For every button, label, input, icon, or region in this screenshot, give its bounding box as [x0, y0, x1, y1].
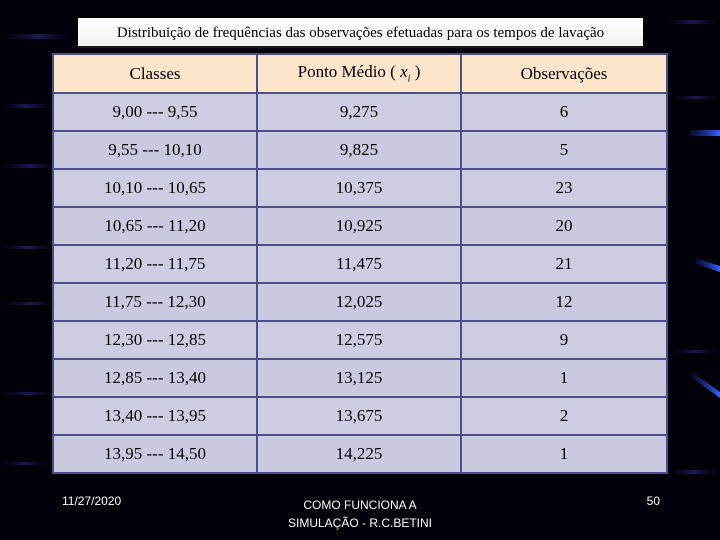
- footer-presentation-title: COMO FUNCIONA A SIMULAÇÃO - R.C.BETINI: [250, 496, 470, 532]
- table-row: 10,10 --- 10,65 10,375 23: [52, 168, 668, 208]
- header-midpoint-suffix: ): [414, 62, 421, 82]
- cell-midpoint: 12,025: [256, 282, 462, 322]
- header-midpoint-prefix: Ponto Médio (: [297, 62, 396, 82]
- cell-observations: 2: [460, 396, 668, 436]
- footer-title-line-1: COMO FUNCIONA A: [303, 498, 417, 512]
- cell-class: 11,75 --- 12,30: [52, 282, 258, 322]
- cell-midpoint: 9,825: [256, 130, 462, 170]
- cell-observations: 21: [460, 244, 668, 284]
- slide-title: Distribuição de frequências das observaç…: [78, 18, 643, 48]
- cell-observations: 23: [460, 168, 668, 208]
- cell-observations: 9: [460, 320, 668, 360]
- cell-class: 11,20 --- 11,75: [52, 244, 258, 284]
- cell-midpoint: 12,575: [256, 320, 462, 360]
- table-header-row: Classes Ponto Médio ( xi ) Observações: [52, 53, 668, 94]
- header-classes: Classes: [52, 53, 258, 94]
- table-row: 9,55 --- 10,10 9,825 5: [52, 130, 668, 170]
- cell-midpoint: 9,275: [256, 92, 462, 132]
- header-midpoint-var: x: [400, 62, 408, 82]
- cell-class: 9,55 --- 10,10: [52, 130, 258, 170]
- cell-midpoint: 11,475: [256, 244, 462, 284]
- cell-observations: 5: [460, 130, 668, 170]
- cell-observations: 12: [460, 282, 668, 322]
- footer-date: 11/27/2020: [62, 494, 122, 508]
- header-midpoint-sub: i: [407, 73, 411, 85]
- header-observations: Observações: [460, 53, 668, 94]
- cell-class: 13,95 --- 14,50: [52, 434, 258, 474]
- cell-class: 10,65 --- 11,20: [52, 206, 258, 246]
- cell-class: 13,40 --- 13,95: [52, 396, 258, 436]
- cell-class: 12,30 --- 12,85: [52, 320, 258, 360]
- cell-observations: 6: [460, 92, 668, 132]
- cell-class: 12,85 --- 13,40: [52, 358, 258, 398]
- cell-midpoint: 10,925: [256, 206, 462, 246]
- cell-midpoint: 14,225: [256, 434, 462, 474]
- cell-midpoint: 10,375: [256, 168, 462, 208]
- frequency-table-container: Classes Ponto Médio ( xi ) Observações 9…: [52, 53, 668, 474]
- cell-class: 9,00 --- 9,55: [52, 92, 258, 132]
- table-row: 12,30 --- 12,85 12,575 9: [52, 320, 668, 360]
- table-row: 9,00 --- 9,55 9,275 6: [52, 92, 668, 132]
- cell-observations: 1: [460, 358, 668, 398]
- footer-title-line-2: SIMULAÇÃO - R.C.BETINI: [287, 516, 433, 530]
- table-row: 11,75 --- 12,30 12,025 12: [52, 282, 668, 322]
- cell-class: 10,10 --- 10,65: [52, 168, 258, 208]
- table-row: 10,65 --- 11,20 10,925 20: [52, 206, 668, 246]
- cell-observations: 20: [460, 206, 668, 246]
- table-row: 13,95 --- 14,50 14,225 1: [52, 434, 668, 474]
- table-row: 11,20 --- 11,75 11,475 21: [52, 244, 668, 284]
- cell-midpoint: 13,675: [256, 396, 462, 436]
- cell-observations: 1: [460, 434, 668, 474]
- table-row: 12,85 --- 13,40 13,125 1: [52, 358, 668, 398]
- cell-midpoint: 13,125: [256, 358, 462, 398]
- frequency-table: Classes Ponto Médio ( xi ) Observações 9…: [52, 53, 668, 474]
- table-row: 13,40 --- 13,95 13,675 2: [52, 396, 668, 436]
- slide-number: 50: [646, 494, 660, 508]
- header-midpoint: Ponto Médio ( xi ): [256, 53, 462, 94]
- header-midpoint-variable: xi: [400, 62, 410, 84]
